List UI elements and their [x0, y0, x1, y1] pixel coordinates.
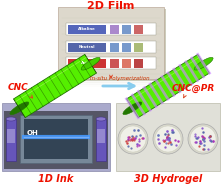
Text: 3D Hydrogel: 3D Hydrogel — [134, 174, 202, 184]
FancyBboxPatch shape — [20, 115, 92, 163]
FancyBboxPatch shape — [68, 59, 106, 68]
FancyBboxPatch shape — [7, 129, 15, 143]
FancyBboxPatch shape — [116, 103, 220, 171]
Ellipse shape — [81, 57, 100, 70]
Text: Acidic: Acidic — [81, 61, 93, 66]
Circle shape — [155, 126, 181, 152]
FancyBboxPatch shape — [110, 43, 119, 52]
Circle shape — [153, 124, 183, 154]
FancyBboxPatch shape — [134, 59, 143, 68]
Circle shape — [190, 126, 216, 152]
FancyBboxPatch shape — [110, 25, 119, 34]
Circle shape — [118, 124, 148, 154]
Ellipse shape — [194, 57, 213, 70]
FancyBboxPatch shape — [60, 9, 166, 81]
FancyBboxPatch shape — [68, 43, 106, 52]
Polygon shape — [14, 54, 96, 118]
Ellipse shape — [123, 102, 142, 115]
FancyBboxPatch shape — [4, 111, 108, 169]
Text: 1D Ink: 1D Ink — [38, 174, 74, 184]
FancyBboxPatch shape — [60, 80, 162, 83]
Polygon shape — [66, 23, 156, 35]
FancyBboxPatch shape — [122, 25, 131, 34]
Circle shape — [188, 124, 218, 154]
Polygon shape — [66, 57, 156, 69]
FancyBboxPatch shape — [68, 25, 106, 34]
FancyBboxPatch shape — [97, 129, 105, 143]
Text: Neutral: Neutral — [79, 46, 95, 50]
FancyBboxPatch shape — [58, 78, 164, 81]
Ellipse shape — [6, 117, 16, 121]
Text: In-situ Polymerization: In-situ Polymerization — [90, 76, 150, 81]
Ellipse shape — [96, 117, 106, 121]
FancyBboxPatch shape — [2, 103, 110, 171]
FancyBboxPatch shape — [134, 43, 143, 52]
FancyBboxPatch shape — [110, 59, 119, 68]
FancyBboxPatch shape — [96, 119, 106, 161]
FancyBboxPatch shape — [58, 7, 164, 79]
Text: CNC@PR: CNC@PR — [172, 83, 215, 93]
Text: CNC: CNC — [8, 84, 29, 92]
Circle shape — [120, 126, 146, 152]
Polygon shape — [66, 41, 156, 53]
FancyBboxPatch shape — [134, 25, 143, 34]
FancyBboxPatch shape — [62, 82, 160, 85]
Polygon shape — [127, 54, 209, 118]
FancyBboxPatch shape — [122, 43, 131, 52]
FancyBboxPatch shape — [122, 59, 131, 68]
FancyBboxPatch shape — [6, 119, 16, 161]
Text: 2D Film: 2D Film — [87, 1, 135, 11]
Text: OH: OH — [26, 130, 38, 136]
Ellipse shape — [10, 102, 29, 115]
FancyBboxPatch shape — [24, 119, 88, 159]
Text: Alkaline: Alkaline — [78, 28, 96, 32]
